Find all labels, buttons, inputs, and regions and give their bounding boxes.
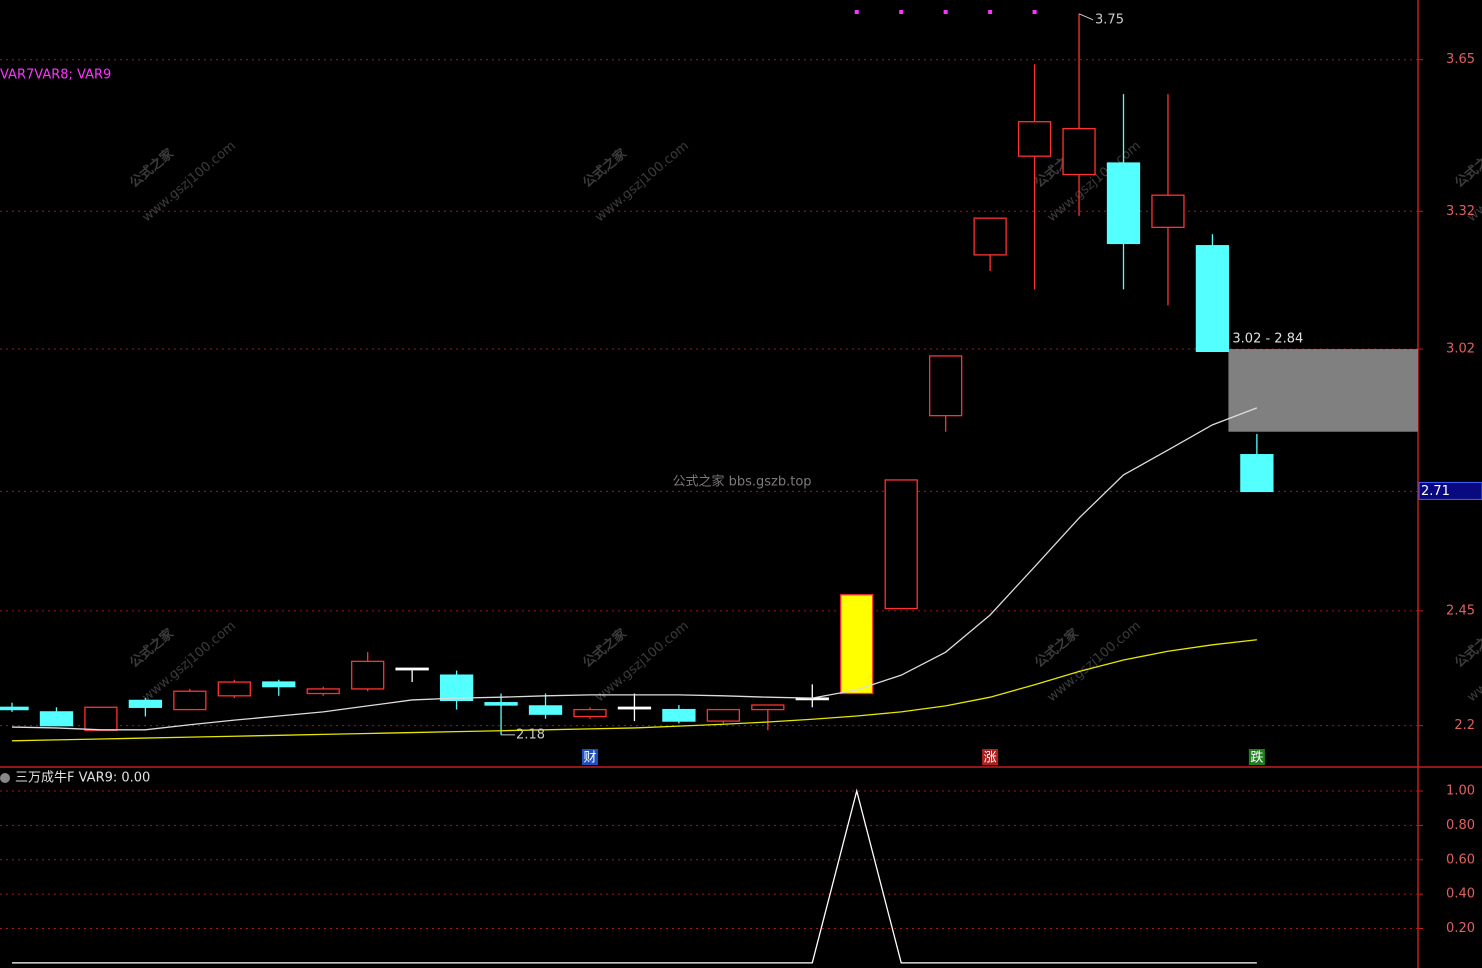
candle-body <box>706 708 741 722</box>
candle-body <box>528 705 563 715</box>
candle-body <box>351 660 385 690</box>
panel-title: 三万成牛F VAR9: 0.00 <box>15 771 150 786</box>
signal-dot <box>988 10 993 14</box>
candle-body <box>884 479 918 610</box>
watermark-main: 公式之家 bbs.gszb.top <box>672 474 811 490</box>
y-tick-label: 2.2 <box>1454 718 1475 733</box>
candle-body <box>1106 162 1141 245</box>
signal-dot <box>1032 10 1037 14</box>
candle-body <box>173 690 207 711</box>
candle-body <box>39 711 74 727</box>
signal-label: 财 <box>583 751 596 766</box>
y-tick-label: 1.00 <box>1446 784 1475 799</box>
signal-bg <box>581 749 598 765</box>
y-tick-label: 3.32 <box>1446 204 1475 219</box>
signal-bg <box>1248 749 1265 765</box>
candle-body <box>395 667 429 671</box>
candle-body <box>439 674 474 702</box>
candle-body <box>840 594 874 695</box>
ma-line <box>12 788 1257 964</box>
candle-body <box>128 699 163 708</box>
signal-bg <box>982 749 999 765</box>
candle-body <box>306 688 340 695</box>
zone-box <box>1228 349 1418 432</box>
signal-dot <box>854 10 859 14</box>
candle-body <box>217 681 251 697</box>
high-label: 3.75 <box>1095 12 1124 27</box>
candle-body <box>929 355 963 417</box>
y-tick-label: 3.65 <box>1446 52 1475 67</box>
candle-body <box>662 708 696 722</box>
y-tick-label: 0.40 <box>1446 887 1475 902</box>
candle-body <box>0 706 29 711</box>
candle-body <box>262 681 296 688</box>
last-price-label: 2.71 <box>1421 484 1450 499</box>
candle-body <box>84 706 118 731</box>
candle-body <box>573 708 607 718</box>
candle-body <box>617 706 652 710</box>
signal-label: 跌 <box>1250 750 1263 766</box>
candle-body <box>973 217 1007 256</box>
y-tick-label: 0.80 <box>1446 818 1475 833</box>
candle-body <box>751 704 785 711</box>
legend-text: VAR7VAR8; VAR9 <box>0 68 111 83</box>
ma-line <box>11 407 1258 731</box>
candle-body <box>484 702 518 706</box>
y-tick-label: 0.60 <box>1446 852 1475 867</box>
signal-label: 涨 <box>984 751 997 766</box>
signal-dot <box>899 10 904 14</box>
signal-dot <box>943 10 948 14</box>
low-label: 2.18 <box>516 727 545 742</box>
ma-line <box>11 639 1257 742</box>
candle-body <box>1195 245 1230 353</box>
panel-icon <box>0 773 10 783</box>
high-arrow <box>1078 13 1094 21</box>
candle-body <box>1062 127 1096 176</box>
y-tick-label: 0.20 <box>1446 921 1475 936</box>
last-price-box <box>1418 481 1482 500</box>
zone-label: 3.02 - 2.84 <box>1232 332 1303 347</box>
candle-body <box>1151 194 1185 228</box>
y-tick-label: 2.45 <box>1446 603 1475 618</box>
y-tick-label: 3.02 <box>1446 342 1475 357</box>
candle-body <box>1017 121 1052 157</box>
candle-body <box>1240 454 1274 493</box>
